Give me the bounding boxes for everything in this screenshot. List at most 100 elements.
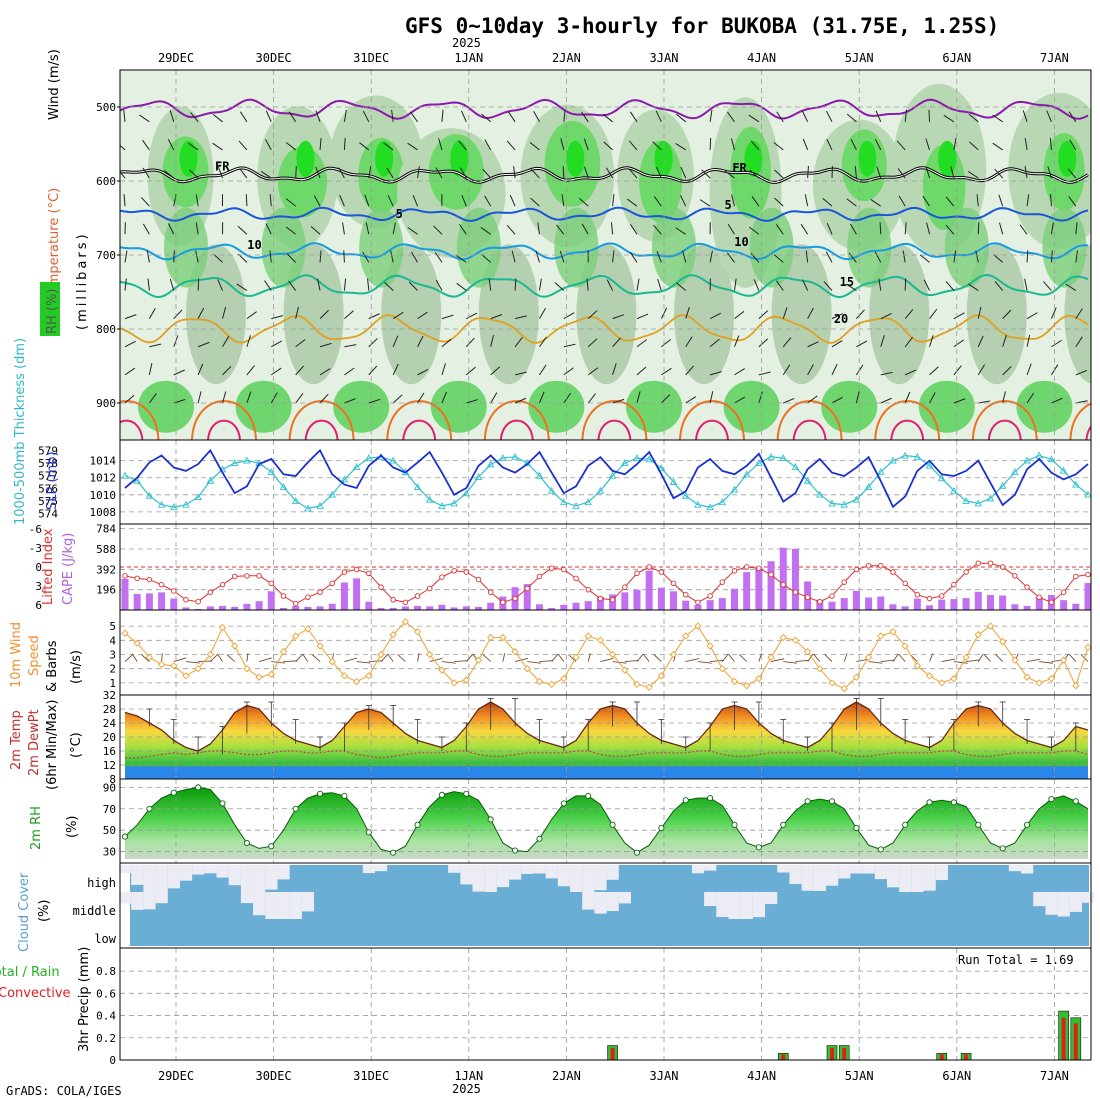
wind-barb — [190, 112, 199, 123]
rh-contour-mid — [652, 207, 696, 288]
thickness-point — [1023, 456, 1031, 464]
wind-barb — [587, 367, 599, 376]
high-cloud-gap — [521, 865, 534, 875]
wind-barb — [586, 278, 589, 291]
rh-contour-mid — [749, 207, 794, 288]
wind-barb — [904, 309, 914, 319]
middle-cloud-gap — [765, 892, 778, 905]
cape-bar — [145, 593, 153, 610]
li-point — [756, 565, 762, 572]
high-cloud-gap — [911, 865, 924, 892]
wind-barb — [465, 366, 476, 376]
wind-barb — [509, 194, 516, 207]
wind-barb — [680, 195, 687, 207]
wind-barb — [530, 168, 540, 179]
wind-barb — [685, 307, 690, 319]
wind10-point — [645, 683, 653, 691]
precip-conv-bar — [830, 1047, 835, 1060]
rh2m-point — [585, 792, 592, 799]
wind-barb — [539, 364, 547, 376]
isotherm-30-arch — [207, 419, 241, 440]
thickness-point — [511, 452, 519, 460]
wind-barb — [612, 250, 615, 263]
li-tick-label: -3 — [29, 542, 42, 555]
high-cloud-gap — [801, 865, 814, 891]
wind-barb — [124, 314, 137, 320]
rh-contour-sfc — [333, 380, 390, 433]
cape-bar — [645, 570, 653, 610]
wind-barb — [417, 368, 429, 376]
thickness-point — [840, 500, 848, 508]
thickness-point — [413, 483, 422, 490]
rh-tick-label: 50 — [103, 824, 116, 837]
cape-bar — [791, 548, 799, 610]
cape-bar — [913, 598, 921, 610]
precip-ylabel-unit: 3hr Precip (mm) — [77, 947, 92, 1052]
cape-bar — [779, 547, 787, 610]
wind-barb — [749, 169, 760, 179]
wind-barb — [1002, 366, 1012, 376]
high-cloud-gap — [1008, 865, 1022, 872]
wind-barb — [661, 338, 672, 348]
wind-barb — [1002, 391, 1006, 404]
wind10-barb — [1026, 658, 1041, 663]
wind10-barb — [636, 653, 644, 662]
wind10-barb — [868, 661, 883, 664]
wind-barb — [953, 365, 962, 376]
wind10-point — [487, 633, 495, 642]
li-point — [865, 562, 872, 569]
wind-barb — [879, 222, 882, 235]
wind-barb — [734, 310, 745, 320]
wind-barb — [661, 394, 671, 404]
wind10-point — [1011, 656, 1019, 664]
isotherm-10-line — [120, 242, 1089, 261]
wind10-barb — [397, 654, 406, 662]
wind-barb — [197, 307, 205, 319]
wind10-barb — [685, 658, 699, 663]
wind-barb — [264, 280, 272, 291]
wind10-point — [328, 657, 336, 666]
upper-air-ylabel: Temperature (°C) Wind (m/s) RH (%) (mill… — [40, 49, 90, 336]
bottom-date-label: 4JAN — [747, 1069, 776, 1083]
wind-barb — [338, 167, 345, 179]
cape-bar — [182, 607, 190, 610]
rh-contour-sfc — [1016, 380, 1073, 433]
wind10-barb — [551, 653, 559, 662]
wind-barb — [173, 399, 186, 404]
thickness-ylabel: 1000-500mb Thickness (dm) — [13, 338, 28, 525]
cape-bar — [755, 566, 763, 610]
thickness-point — [681, 491, 690, 499]
li-point — [280, 593, 287, 599]
wind10-point — [1059, 656, 1068, 664]
li-point — [475, 576, 482, 583]
cape-bar — [1072, 603, 1080, 610]
isotherm-label: FR — [215, 160, 230, 174]
cape-bar — [743, 572, 751, 610]
middle-cloud-gap — [301, 892, 315, 912]
high-cloud-gap — [253, 865, 266, 892]
wind10-point — [999, 638, 1007, 646]
rh-contour-mid — [554, 207, 599, 288]
middle-cloud-gap — [131, 892, 144, 910]
wind10-barb — [728, 653, 735, 662]
isotherm-25-arch — [1069, 402, 1091, 440]
thickness-point — [450, 499, 458, 507]
rh-tick-label: 70 — [103, 803, 116, 816]
wind-barb — [822, 198, 833, 207]
temp2m-line — [124, 701, 1089, 752]
wind-barb — [441, 363, 446, 376]
high-cloud-gap — [460, 865, 473, 885]
thickness-point — [791, 462, 800, 470]
thickness-tick-label: 576 — [38, 482, 58, 495]
high-cloud-gap — [704, 865, 717, 871]
high-cloud-gap — [167, 865, 180, 889]
rh2m-point — [292, 805, 299, 812]
wind10-point — [499, 633, 507, 642]
li-point — [926, 595, 933, 602]
run-total-label: Run Total = 1.69 — [958, 953, 1074, 967]
wind-barb — [1050, 222, 1054, 235]
li-point — [731, 568, 738, 574]
slp-ylabel: SLP (mb) — [45, 451, 60, 510]
wind-barb — [417, 392, 425, 404]
li-point — [622, 584, 628, 590]
